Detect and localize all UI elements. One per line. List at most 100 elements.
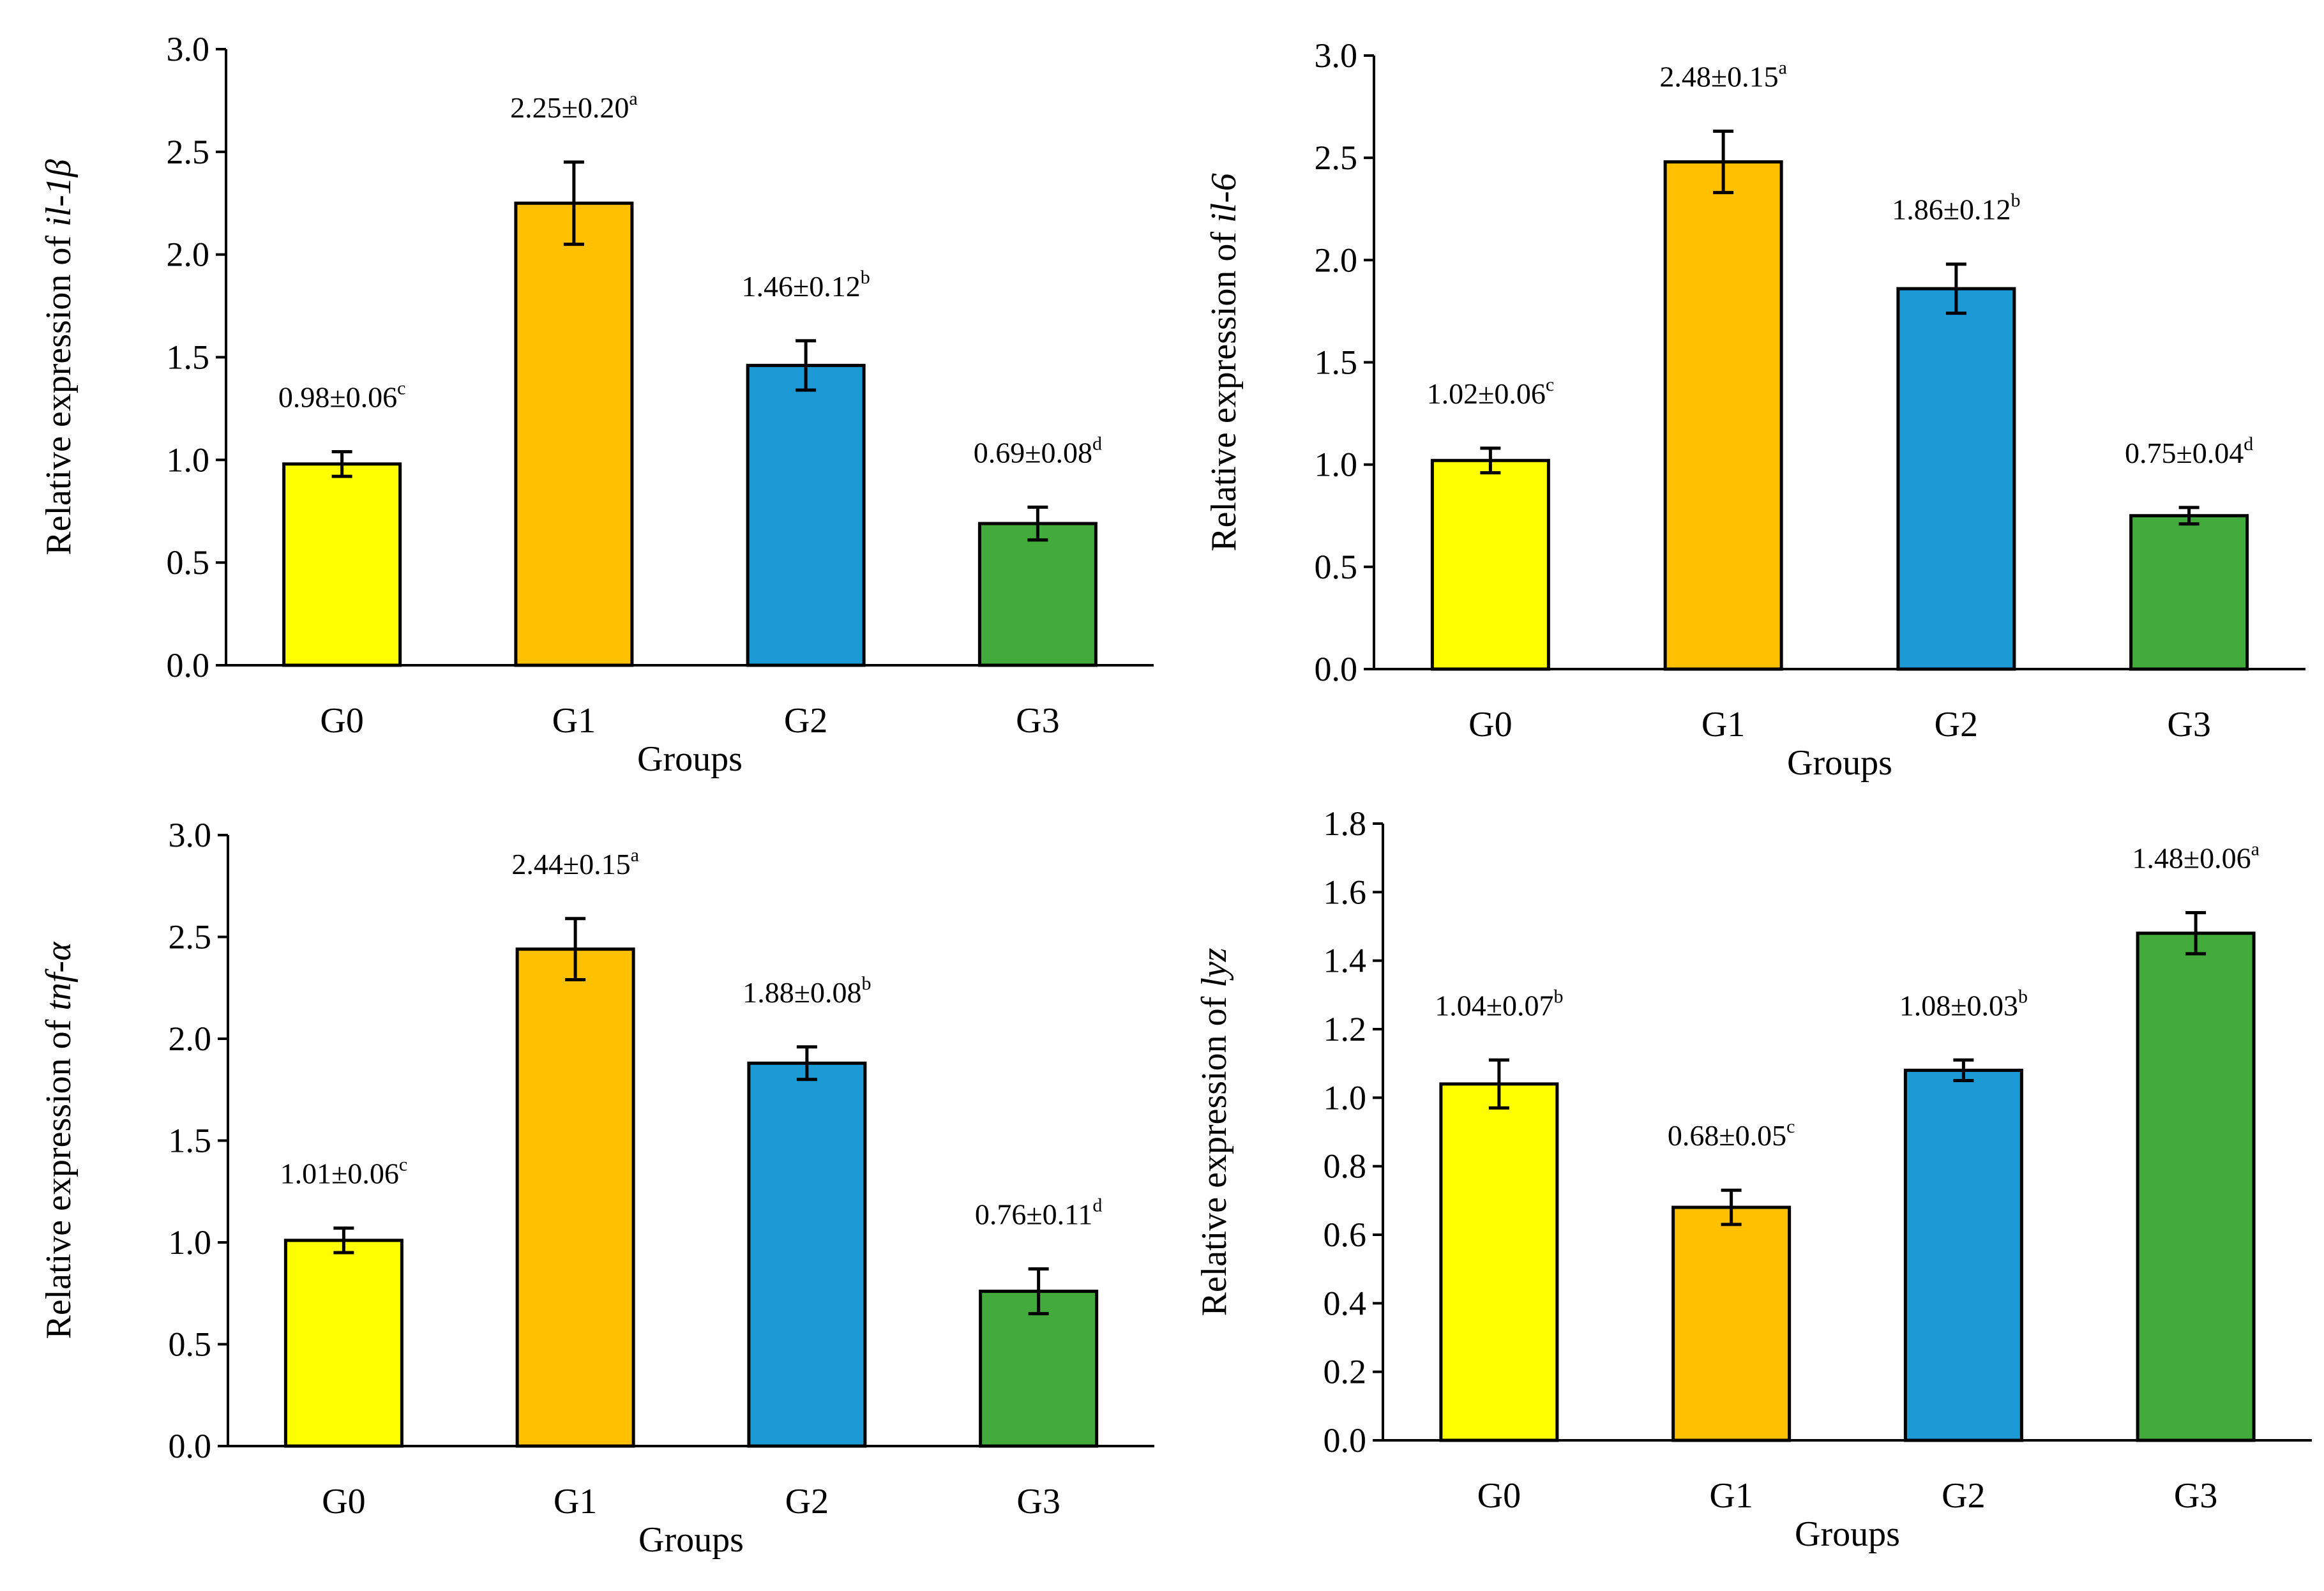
y-tick-label: 1.8 xyxy=(1324,804,1367,843)
y-tick-label: 2.0 xyxy=(1315,241,1358,279)
x-axis-title: Groups xyxy=(1787,743,1892,783)
data-label-value: 2.44±0.15 xyxy=(511,848,630,880)
y-tick-label: 1.4 xyxy=(1324,942,1367,980)
data-label-value: 1.88±0.08 xyxy=(743,976,861,1009)
bar-g0 xyxy=(1430,458,1550,671)
bar-g3 xyxy=(979,1290,1099,1448)
y-tick-label: 0.8 xyxy=(1324,1147,1367,1186)
data-label-value: 1.86±0.12 xyxy=(1892,193,2011,226)
bar-g2 xyxy=(746,363,866,667)
data-label-significance: a xyxy=(1779,57,1787,79)
data-label: 0.76±0.11d xyxy=(975,1195,1103,1230)
data-label-significance: d xyxy=(1092,1195,1102,1216)
y-tick-label: 1.2 xyxy=(1324,1010,1367,1048)
y-tick-label: 2.5 xyxy=(169,918,212,956)
data-label-significance: d xyxy=(2244,434,2253,455)
y-tick-label: 0.4 xyxy=(1324,1284,1367,1322)
y-tick-label: 2.0 xyxy=(167,236,210,274)
y-axis-title-prefix: Relative expression of xyxy=(39,227,79,555)
data-label-value: 1.08±0.03 xyxy=(1899,989,2018,1022)
y-tick-label: 1.0 xyxy=(1324,1078,1367,1117)
x-tick-label: G3 xyxy=(2167,705,2210,744)
data-label-value: 1.48±0.06 xyxy=(2132,842,2251,875)
y-tick-label: 1.0 xyxy=(167,441,210,479)
bar-g1 xyxy=(1671,1205,1792,1442)
data-label-value: 0.75±0.04 xyxy=(2125,437,2244,469)
x-axis-title: Groups xyxy=(638,1520,744,1560)
data-label: 2.48±0.15a xyxy=(1659,57,1787,93)
x-tick-label: G3 xyxy=(1016,1482,1060,1521)
data-label-significance: c xyxy=(1786,1116,1795,1137)
y-tick-label: 0.5 xyxy=(1315,548,1358,586)
chart-panel-1: 0.0 0.5 1.0 1.5 2.0 2.5 3.0 0.98±0.06c G0 2.25±0.… xyxy=(39,30,1154,779)
y-tick-label: 0.0 xyxy=(167,646,210,684)
data-label-value: 0.68±0.05 xyxy=(1668,1119,1786,1152)
data-label: 1.86±0.12b xyxy=(1892,190,2020,226)
data-label: 0.75±0.04d xyxy=(2125,434,2253,469)
y-axis-title-prefix: Relative expression of xyxy=(1204,223,1244,552)
data-label-value: 1.46±0.12 xyxy=(742,270,861,303)
x-tick-label: G1 xyxy=(554,1482,597,1521)
x-axis-title: Groups xyxy=(637,739,743,779)
data-label-significance: d xyxy=(1092,433,1102,454)
x-tick-label: G2 xyxy=(785,1482,829,1521)
x-tick-label: G1 xyxy=(1709,1476,1753,1516)
data-label-significance: b xyxy=(2018,986,2028,1007)
y-tick-label: 1.5 xyxy=(169,1122,212,1160)
data-label-value: 1.02±0.06 xyxy=(1427,377,1546,410)
x-axis-title: Groups xyxy=(1795,1514,1900,1554)
bar-g0 xyxy=(283,1239,404,1448)
y-tick-label: 2.5 xyxy=(1315,139,1358,177)
x-tick-label: G0 xyxy=(322,1482,365,1521)
y-tick-label: 1.0 xyxy=(169,1223,212,1262)
data-label-significance: b xyxy=(861,267,870,288)
x-tick-label: G0 xyxy=(1477,1476,1521,1516)
x-tick-label: G2 xyxy=(1942,1476,1985,1516)
y-tick-label: 0.5 xyxy=(169,1325,212,1364)
data-label-value: 1.04±0.07 xyxy=(1435,989,1553,1022)
data-label-value: 0.76±0.11 xyxy=(975,1198,1093,1230)
y-tick-label: 0.5 xyxy=(167,543,210,582)
bar-g0 xyxy=(282,462,402,667)
y-tick-label: 3.0 xyxy=(1315,36,1358,75)
x-tick-label: G3 xyxy=(2174,1476,2217,1516)
y-tick-label: 0.0 xyxy=(169,1427,212,1465)
y-tick-label: 0.0 xyxy=(1324,1421,1367,1459)
bar-g3 xyxy=(2136,931,2256,1442)
data-label-significance: c xyxy=(399,1154,407,1175)
data-label-value: 1.01±0.06 xyxy=(280,1157,399,1190)
y-tick-label: 0.0 xyxy=(1315,650,1358,688)
bar-g1 xyxy=(1663,160,1783,671)
bar-g0 xyxy=(1439,1082,1559,1442)
data-label-significance: c xyxy=(1546,374,1554,395)
y-tick-label: 2.5 xyxy=(167,133,210,171)
data-label: 1.04±0.07b xyxy=(1435,986,1563,1022)
y-axis-title: Relative expression of il-1β xyxy=(39,159,79,555)
y-tick-label: 0.2 xyxy=(1324,1353,1367,1391)
bar-g3 xyxy=(977,522,1098,667)
data-label-value: 0.98±0.06 xyxy=(278,381,397,413)
bar-g1 xyxy=(514,201,634,667)
y-tick-label: 1.5 xyxy=(1315,343,1358,382)
y-axis-title-gene: il-1β xyxy=(39,159,79,227)
data-label: 1.48±0.06a xyxy=(2132,839,2260,875)
y-tick-label: 0.6 xyxy=(1324,1216,1367,1254)
chart-panel-3: 0.0 0.5 1.0 1.5 2.0 2.5 3.0 1.01±0.06c G0 2.44±0.… xyxy=(39,816,1154,1560)
bar-g2 xyxy=(1896,287,2016,671)
y-axis-title-gene: tnf-α xyxy=(39,941,79,1011)
y-tick-label: 1.6 xyxy=(1324,873,1367,911)
x-tick-label: G0 xyxy=(320,701,363,741)
y-axis-title-prefix: Relative expression of xyxy=(39,1011,79,1339)
y-axis-title-gene: lyz xyxy=(1195,947,1234,987)
y-tick-label: 3.0 xyxy=(169,816,212,854)
data-label: 1.88±0.08b xyxy=(743,973,871,1009)
data-label: 0.68±0.05c xyxy=(1668,1116,1795,1152)
y-axis-title: Relative expression of il-6 xyxy=(1204,173,1244,552)
data-label: 0.69±0.08d xyxy=(974,433,1102,469)
data-label: 1.46±0.12b xyxy=(742,267,870,303)
y-tick-label: 3.0 xyxy=(167,30,210,68)
data-label-significance: b xyxy=(2011,190,2021,211)
bar-g1 xyxy=(515,947,635,1448)
y-tick-label: 1.0 xyxy=(1315,446,1358,484)
